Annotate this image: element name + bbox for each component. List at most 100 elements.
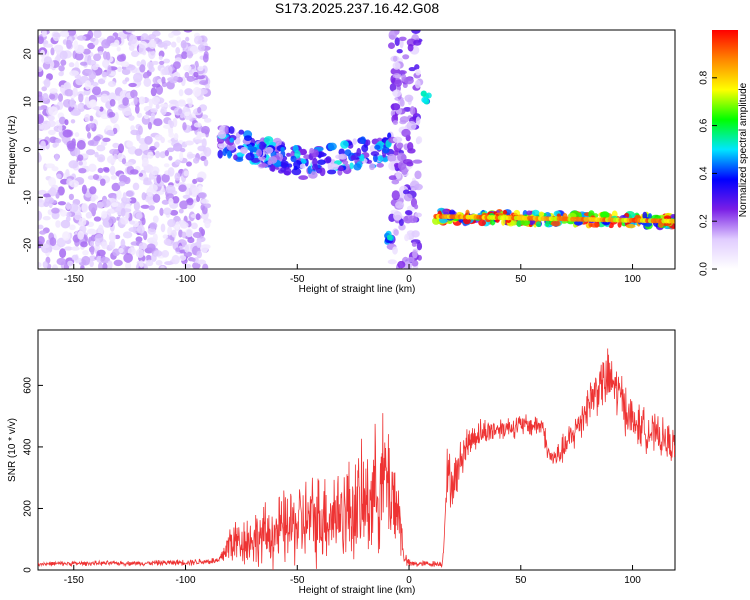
spectrogram-noise-blob — [404, 94, 414, 103]
spectrogram-noise-blob — [174, 172, 181, 181]
spectrogram-noise-blob — [163, 58, 171, 64]
y-tick-label: 20 — [23, 48, 34, 60]
spectrogram-noise-blob — [168, 132, 175, 138]
spectrogram-noise-blob — [110, 175, 117, 180]
spectrogram-noise-blob — [193, 157, 200, 164]
spectrogram-noise-blob — [101, 39, 111, 49]
colorbar-scale — [712, 30, 738, 269]
spectrogram-noise-blob — [57, 201, 66, 206]
spectrogram-noise-blob — [204, 220, 211, 229]
spectrogram-noise-blob — [179, 200, 189, 210]
spectrogram-noise-blob — [394, 37, 400, 46]
spectrogram-line-blob — [374, 144, 381, 150]
spectrogram-noise-blob — [77, 103, 83, 110]
spectrogram-noise-blob — [203, 146, 212, 157]
spectrogram-noise-blob — [396, 142, 404, 149]
snr-panel: -150 -100 -50 0 50 100 0 200 400 600 Height of s… — [7, 329, 676, 596]
spectrogram-noise-blob — [103, 167, 110, 173]
spectrogram-noise-blob — [160, 265, 165, 269]
spectrogram-noise-blob — [407, 256, 415, 262]
spectrogram-noise-blob — [393, 150, 399, 156]
spectrogram-noise-blob — [123, 252, 133, 263]
spectrogram-noise-blob — [53, 44, 64, 53]
spectrogram-noise-blob — [70, 246, 80, 251]
spectrogram-noise-blob — [49, 88, 58, 94]
spectrogram-noise-blob — [187, 153, 197, 159]
spectrogram-noise-blob — [391, 179, 400, 185]
spectrogram-noise-blob — [406, 121, 417, 131]
spectrogram-noise-blob — [82, 48, 91, 55]
spectrogram-noise-blob — [113, 153, 119, 160]
spectrogram-line-blob — [442, 208, 450, 215]
spectrogram-noise-blob — [115, 95, 121, 101]
spectrogram-noise-blob — [411, 259, 419, 267]
spectrogram-noise-blob — [409, 106, 416, 115]
spectrogram-noise-blob — [186, 75, 195, 82]
spectrogram-noise-blob — [184, 71, 190, 79]
spectrogram-noise-blob — [85, 149, 96, 156]
spectrogram-noise-blob — [42, 93, 49, 101]
spectrogram-noise-blob — [196, 259, 207, 265]
spectrogram-noise-blob — [130, 169, 139, 175]
spectrogram-noise-blob — [159, 151, 167, 159]
spectrogram-noise-blob — [200, 199, 209, 204]
spectrogram-noise-blob — [112, 142, 120, 149]
spectrogram-noise-blob — [392, 246, 398, 255]
spectrogram-line-blob — [258, 163, 269, 168]
spectrogram-noise-blob — [136, 112, 143, 118]
spectrogram-noise-blob — [113, 259, 123, 267]
spectrogram-noise-blob — [55, 138, 62, 144]
spectrogram-noise-blob — [152, 215, 159, 224]
spectrogram-noise-blob — [78, 161, 83, 166]
spectrogram-noise-blob — [150, 87, 157, 97]
spectrogram-noise-blob — [58, 116, 66, 125]
spectrogram-noise-blob — [58, 65, 65, 72]
spectrogram-noise-blob — [148, 205, 155, 211]
x-tick-label: -100 — [176, 575, 196, 586]
spectrogram-noise-blob — [192, 86, 202, 97]
spectrogram-noise-blob — [108, 216, 117, 224]
spectrogram-noise-blob — [43, 56, 52, 65]
spectrogram-noise-blob — [81, 255, 91, 266]
spectrogram-noise-blob — [414, 183, 423, 191]
colorbar-label: Normalized spectral amplitude — [738, 82, 749, 217]
spectrogram-noise-blob — [178, 184, 187, 193]
spectrogram-noise-blob — [160, 223, 166, 233]
snr-y-axis-label: SNR (10 * v/v) — [7, 418, 18, 482]
spectrogram-noise-blob — [106, 129, 114, 136]
spectrogram-line-blob — [372, 154, 378, 163]
spectrogram-line-blob — [337, 166, 344, 171]
spectrogram-noise-blob — [151, 96, 161, 104]
spectrogram-noise-blob — [128, 44, 135, 51]
spectrogram-line-blob — [245, 152, 255, 161]
spectrogram-noise-blob — [114, 111, 119, 122]
spectrogram-noise-blob — [169, 209, 179, 216]
spectrogram-line-blob — [349, 162, 354, 170]
spectrogram-noise-blob — [172, 196, 180, 204]
spectrogram-noise-blob — [52, 32, 62, 38]
spectrogram-noise-blob — [171, 229, 177, 238]
spectrogram-noise-blob — [416, 242, 423, 251]
spectrogram-noise-blob — [414, 79, 421, 89]
spectrogram-noise-blob — [195, 74, 206, 80]
spectrogram-noise-blob — [142, 157, 149, 167]
spectrogram-noise-blob — [393, 229, 399, 236]
spectrogram-noise-blob — [165, 184, 176, 194]
spectrogram-noise-blob — [78, 168, 87, 174]
spectrogram-noise-blob — [112, 248, 121, 257]
colorbar-tick-label: 0.0 — [699, 262, 710, 276]
spectrogram-noise-blob — [89, 115, 94, 122]
spectrogram-noise-blob — [42, 261, 48, 269]
spectrogram-noise-blob — [116, 189, 122, 200]
spectrogram-noise-blob — [48, 129, 56, 136]
spectrogram-line-blob — [340, 140, 349, 149]
spectrogram-noise-blob — [172, 142, 183, 152]
snr-x-axis-label: Height of straight line (km) — [299, 585, 416, 596]
spectrogram-noise-blob — [122, 192, 127, 202]
spectrogram-noise-blob — [111, 202, 119, 208]
spectrogram-noise-blob — [135, 212, 143, 220]
spectrogram-noise-blob — [199, 80, 209, 86]
spectrogram-noise-blob — [392, 61, 401, 70]
spectrogram-line-blob — [361, 144, 369, 153]
spectrogram-noise-blob — [173, 76, 179, 81]
